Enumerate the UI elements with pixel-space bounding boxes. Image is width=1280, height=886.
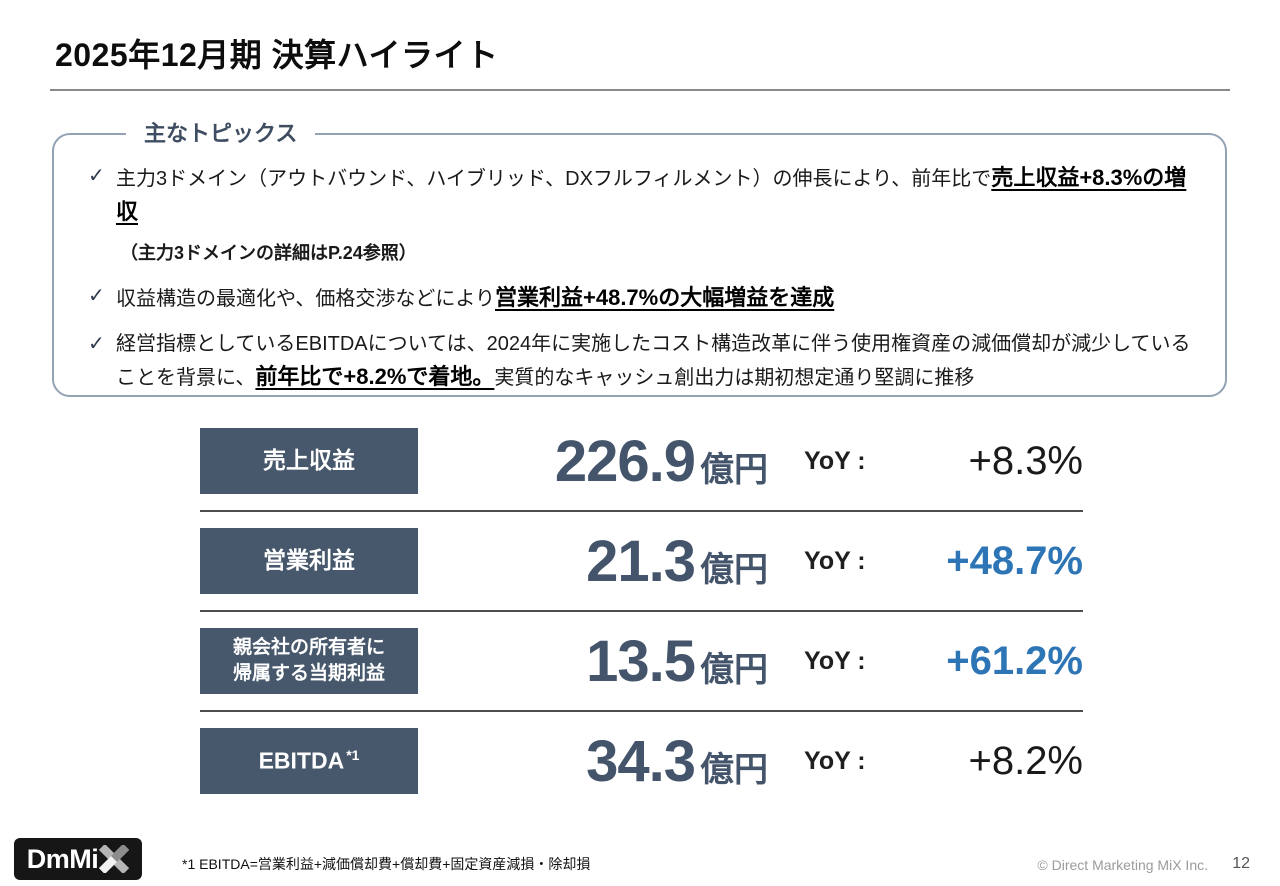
yoy-value: +8.2% — [968, 738, 1083, 783]
yoy-value: +48.7% — [946, 538, 1083, 583]
bullet-emphasis-text: 前年比で+8.2%で着地。 — [255, 364, 495, 390]
metrics-table: 売上収益 226.9 億円 YoY : +8.3% 営業利益 21.3 億円 YoY… — [200, 428, 1083, 794]
metric-value: 226.9 億円 — [418, 428, 768, 495]
page-number: 12 — [1232, 855, 1250, 872]
bullet-post-text: 実質的なキャッシュ創出力は期初想定通り堅調に推移 — [494, 367, 975, 390]
metric-unit: 億円 — [700, 450, 768, 489]
bullet-pre-text: 経営指標としているEBITDAについては、2024年に実施したコスト構造改革に伴… — [116, 333, 1191, 390]
title-divider — [50, 89, 1230, 91]
topics-box: 主なトピックス ✓ 主力3ドメイン（アウトバウンド、ハイブリッド、DXフルフィル… — [52, 119, 1227, 397]
metric-label-footnote-ref: *1 — [346, 746, 360, 763]
metric-row-revenue: 売上収益 226.9 億円 YoY : +8.3% — [200, 428, 1083, 494]
metric-label: EBITDA *1 — [200, 728, 418, 794]
metric-label-text: 営業利益 — [263, 547, 355, 574]
yoy-label: YoY : — [804, 646, 866, 675]
metric-row-operating-profit: 営業利益 21.3 億円 YoY : +48.7% — [200, 528, 1083, 594]
metric-value: 21.3 億円 — [418, 528, 768, 595]
check-icon: ✓ — [88, 165, 105, 187]
yoy-label: YoY : — [804, 546, 866, 575]
page-title: 2025年12月期 決算ハイライト — [55, 37, 499, 73]
yoy-label: YoY : — [804, 446, 866, 475]
metric-number: 21.3 — [586, 528, 696, 594]
topic-bullet-revenue: ✓ 主力3ドメイン（アウトバウンド、ハイブリッド、DXフルフィルメント）の伸長に… — [88, 161, 1197, 229]
metric-label: 親会社の所有者に 帰属する当期利益 — [200, 628, 418, 694]
bullet-emphasis-text: 売上収益+8.3%の増収 — [116, 165, 1187, 225]
topic-bullet-operating-profit: ✓ 収益構造の最適化や、価格交渉などにより営業利益+48.7%の大幅増益を達成 — [88, 281, 1197, 315]
bullet-emphasis-text: 営業利益+48.7%の大幅増益を達成 — [495, 285, 835, 311]
topic-bullet-text: 主力3ドメイン（アウトバウンド、ハイブリッド、DXフルフィルメント）の伸長により… — [116, 161, 1197, 229]
metric-label-main: EBITDA — [258, 747, 345, 774]
row-divider — [200, 710, 1083, 712]
topic-bullet-text: 経営指標としているEBITDAについては、2024年に実施したコスト構造改革に伴… — [116, 329, 1197, 394]
metric-label-text: 売上収益 — [263, 447, 355, 474]
metric-number: 34.3 — [586, 728, 696, 794]
yoy-label: YoY : — [804, 746, 866, 775]
ebitda-footnote: *1 EBITDA=営業利益+減価償却費+償却費+固定資産減損・除却損 — [182, 856, 591, 872]
topic-bullet-subnote: （主力3ドメインの詳細はP.24参照） — [120, 243, 417, 264]
metric-label-text: EBITDA *1 — [259, 747, 360, 775]
topics-heading: 主なトピックス — [126, 119, 316, 149]
metric-number: 13.5 — [586, 628, 696, 694]
metric-yoy: YoY : +8.2% — [804, 739, 1083, 784]
metric-unit: 億円 — [700, 750, 768, 789]
metric-unit: 億円 — [700, 650, 768, 689]
metric-label-text-line2: 帰属する当期利益 — [232, 663, 385, 684]
check-icon: ✓ — [88, 333, 105, 356]
topic-bullet-ebitda: ✓ 経営指標としているEBITDAについては、2024年に実施したコスト構造改革… — [88, 329, 1197, 394]
metric-row-ebitda: EBITDA *1 34.3 億円 YoY : +8.2% — [200, 728, 1083, 794]
metric-number: 226.9 — [554, 428, 696, 494]
metric-yoy: YoY : +61.2% — [804, 639, 1083, 684]
metric-yoy: YoY : +48.7% — [804, 539, 1083, 584]
copyright-text: © Direct Marketing MiX Inc. — [1037, 857, 1208, 873]
check-icon: ✓ — [88, 285, 105, 308]
row-divider — [200, 610, 1083, 612]
bullet-pre-text: 主力3ドメイン（アウトバウンド、ハイブリッド、DXフルフィルメント）の伸長により… — [116, 168, 992, 190]
row-divider — [200, 510, 1083, 512]
metric-label-text: 親会社の所有者に — [232, 637, 385, 659]
metric-row-net-profit: 親会社の所有者に 帰属する当期利益 13.5 億円 YoY : +61.2% — [200, 628, 1083, 694]
yoy-value: +8.3% — [968, 438, 1083, 483]
metric-value: 34.3 億円 — [418, 728, 768, 795]
metric-yoy: YoY : +8.3% — [804, 439, 1083, 484]
metric-unit: 億円 — [700, 550, 768, 589]
metric-label: 売上収益 — [200, 428, 418, 494]
company-logo: DmMi — [14, 838, 142, 880]
topic-bullet-text: 収益構造の最適化や、価格交渉などにより営業利益+48.7%の大幅増益を達成 — [116, 281, 1197, 315]
bullet-pre-text: 収益構造の最適化や、価格交渉などにより — [116, 288, 495, 311]
dmmix-x-icon — [99, 845, 130, 873]
metric-value: 13.5 億円 — [418, 628, 768, 695]
yoy-value: +61.2% — [946, 638, 1083, 683]
logo-text: DmMi — [26, 843, 99, 874]
metric-label: 営業利益 — [200, 528, 418, 594]
